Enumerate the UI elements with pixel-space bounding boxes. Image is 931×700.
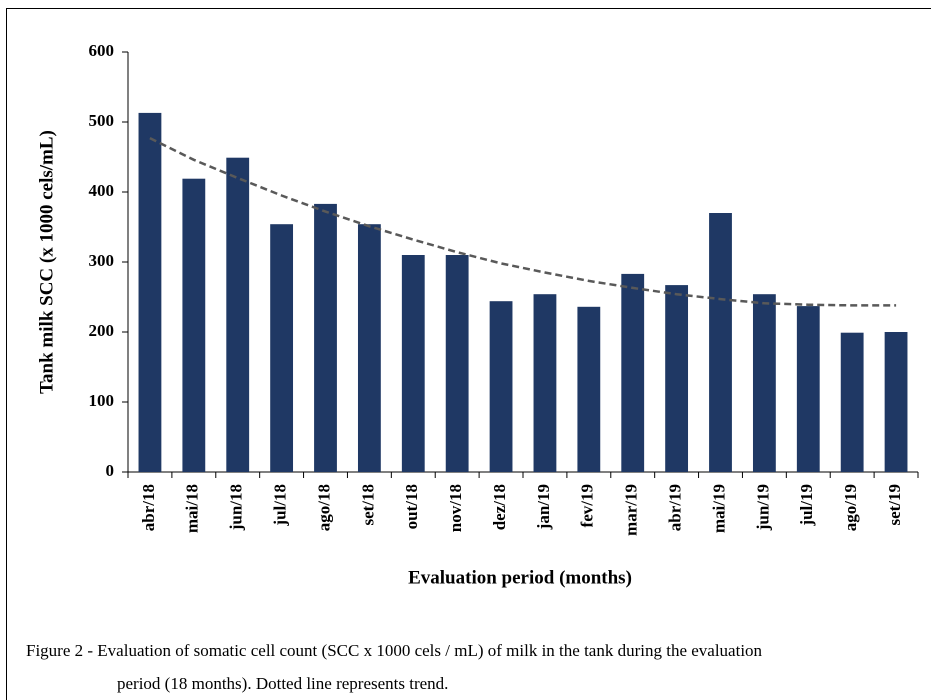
- y-tick-label: 400: [89, 181, 115, 200]
- y-tick-label: 100: [89, 391, 115, 410]
- frame: [6, 8, 931, 700]
- bar: [270, 224, 294, 472]
- x-tick-label: dez/18: [490, 484, 509, 530]
- x-tick-label: jun/19: [753, 484, 772, 531]
- bar: [314, 203, 337, 472]
- bar: [138, 112, 162, 473]
- x-tick-label: nov/18: [446, 484, 465, 532]
- x-tick-label: mai/18: [183, 484, 202, 533]
- x-tick-label: mar/19: [622, 484, 641, 536]
- y-tick-label: 600: [89, 41, 115, 60]
- x-tick-label: jan/19: [534, 484, 553, 530]
- bar: [445, 255, 469, 472]
- bar: [796, 306, 820, 472]
- caption-line: period (18 months). Dotted line represen…: [117, 674, 448, 693]
- x-tick-label: out/18: [402, 484, 421, 529]
- x-tick-label: set/18: [358, 484, 377, 526]
- x-tick-label: ago/18: [314, 484, 333, 531]
- x-tick-label: fev/19: [578, 484, 597, 527]
- bar: [577, 306, 601, 472]
- bar: [840, 332, 864, 472]
- x-tick-label: mai/19: [709, 484, 728, 533]
- caption-line: Figure 2 - Evaluation of somatic cell co…: [26, 641, 763, 660]
- bar: [357, 224, 381, 472]
- x-tick-label: abr/19: [666, 484, 685, 531]
- y-axis-label: Tank milk SCC (x 1000 cels/mL): [36, 130, 57, 394]
- x-tick-label: abr/18: [139, 484, 158, 531]
- bar: [226, 157, 250, 472]
- x-tick-label: jun/18: [227, 484, 246, 531]
- bar: [752, 294, 776, 472]
- trend-line: [149, 136, 897, 307]
- bar: [709, 213, 732, 472]
- bar: [533, 294, 557, 472]
- bar: [665, 285, 689, 472]
- x-axis-label: Evaluation period (months): [408, 567, 632, 588]
- x-tick-label: jul/18: [271, 484, 290, 527]
- bar: [489, 301, 513, 472]
- bar: [884, 332, 908, 472]
- x-tick-label: jul/19: [797, 484, 816, 527]
- y-tick-label: 0: [106, 461, 115, 480]
- y-tick-label: 200: [89, 321, 115, 340]
- bar: [621, 273, 645, 472]
- x-tick-label: set/19: [885, 484, 904, 526]
- y-tick-label: 500: [89, 111, 115, 130]
- bar: [401, 255, 425, 472]
- x-tick-label: ago/19: [841, 484, 860, 531]
- y-tick-label: 300: [89, 251, 115, 270]
- bar: [182, 178, 206, 472]
